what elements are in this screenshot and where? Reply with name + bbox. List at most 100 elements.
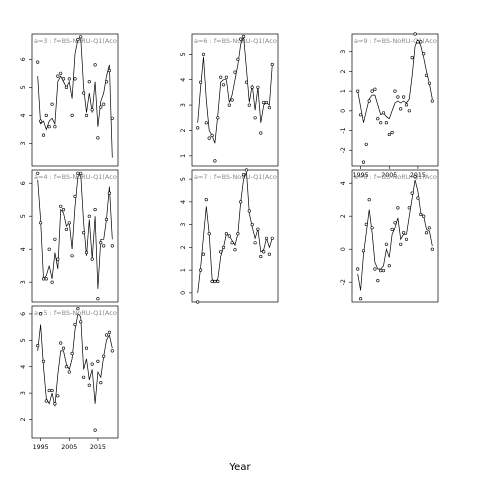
data-point	[59, 71, 63, 75]
y-tick-label: 5	[180, 52, 187, 56]
data-point	[233, 248, 237, 252]
y-tick-label: 2	[180, 128, 187, 132]
data-point	[84, 346, 89, 350]
data-point	[102, 102, 106, 106]
data-point	[424, 231, 429, 235]
y-tick-label: 4	[180, 78, 187, 82]
data-point	[76, 171, 80, 175]
panel-6: a=8 : f=BS-NoRU-Q1(Acoustic) -2 0 2 4	[340, 169, 439, 303]
data-point	[44, 399, 48, 403]
data-point	[64, 365, 68, 369]
fit-line	[357, 179, 433, 291]
data-point	[38, 312, 43, 316]
data-point	[422, 214, 426, 218]
data-point	[110, 244, 114, 248]
data-point	[41, 277, 46, 281]
y-tick-label: 1	[180, 154, 187, 158]
data-point	[364, 142, 368, 146]
data-point	[413, 32, 417, 36]
y-tick-label: 6	[20, 312, 27, 316]
panel-title: a=5 : f=BS-NoRU-Q1(Acoustic)	[34, 309, 135, 317]
data-point	[379, 121, 383, 125]
data-point	[402, 95, 406, 99]
data-point	[56, 74, 60, 78]
data-point	[227, 234, 231, 238]
data-point	[370, 89, 374, 93]
data-point	[47, 125, 51, 129]
data-point	[253, 241, 257, 245]
y-tick-label: 4	[20, 365, 27, 369]
y-tick-label: 3	[180, 103, 187, 107]
data-point	[207, 136, 211, 140]
data-point	[107, 68, 111, 73]
y-tick-label: -2	[340, 147, 347, 153]
data-point	[384, 242, 389, 246]
data-point	[416, 40, 420, 44]
data-point	[96, 359, 100, 364]
panel-1: a=3 : f=BS-NoRU-Q1(Acoustic) 3 4 5 6	[20, 33, 119, 167]
data-point	[419, 40, 423, 44]
y-tick-label: 5	[180, 177, 187, 181]
y-tick-label: 0	[340, 247, 347, 251]
panel-5: a=7 : f=BS-NoRU-Q1(Acoustic) 0 1 2 3 4 5	[180, 168, 279, 304]
panel-title: a=4 : f=BS-NoRU-Q1(Acoustic)	[34, 173, 135, 181]
data-point	[387, 132, 391, 137]
data-point	[393, 221, 397, 225]
data-point	[44, 113, 48, 117]
data-point	[210, 133, 214, 138]
data-point	[67, 221, 71, 225]
data-point	[410, 55, 414, 60]
y-tick-label: 1	[340, 89, 347, 93]
data-point	[38, 221, 43, 225]
data-point	[264, 236, 269, 240]
x-tick-label: 1995	[33, 444, 49, 451]
y-tick-label: 2	[340, 69, 347, 73]
data-point	[376, 279, 380, 283]
y-tick-label: 0	[340, 109, 347, 113]
data-point	[247, 103, 251, 107]
x-axis-label: Year	[228, 462, 251, 473]
data-point	[50, 388, 54, 393]
y-tick-label: 2	[20, 418, 27, 422]
data-point	[84, 250, 89, 255]
data-point	[427, 81, 432, 85]
data-point	[422, 52, 426, 56]
data-point	[219, 75, 223, 79]
data-point	[87, 214, 91, 218]
data-point	[64, 85, 68, 89]
fit-line	[37, 172, 113, 289]
fit-line	[357, 39, 433, 123]
data-point	[424, 73, 429, 77]
data-point	[53, 125, 57, 129]
data-point	[56, 394, 60, 398]
data-point	[367, 99, 371, 103]
data-point	[416, 196, 420, 200]
data-point	[199, 268, 203, 272]
data-point	[396, 206, 400, 210]
data-point	[104, 80, 109, 84]
data-point	[213, 279, 217, 284]
data-point	[233, 70, 237, 74]
data-point	[262, 100, 266, 105]
data-point	[430, 247, 434, 251]
data-point	[199, 80, 203, 84]
data-point	[250, 223, 254, 227]
data-point	[216, 279, 220, 284]
panel-frame	[351, 169, 439, 303]
data-point	[59, 341, 63, 345]
y-tick-label: 3	[340, 50, 347, 54]
fit-line	[37, 36, 113, 158]
data-point	[81, 375, 86, 379]
data-point	[47, 388, 51, 393]
data-point	[359, 297, 363, 301]
data-point	[201, 52, 206, 56]
data-point	[399, 107, 403, 111]
data-point	[110, 116, 114, 120]
panel-7: a=5 : f=BS-NoRU-Q1(Acoustic) 2 3 4 5 6 1995 200…	[20, 305, 135, 451]
data-point	[221, 245, 226, 249]
data-point	[404, 237, 409, 241]
data-point	[427, 226, 432, 230]
data-point	[44, 277, 48, 281]
data-point	[244, 168, 249, 172]
data-point	[96, 136, 100, 140]
